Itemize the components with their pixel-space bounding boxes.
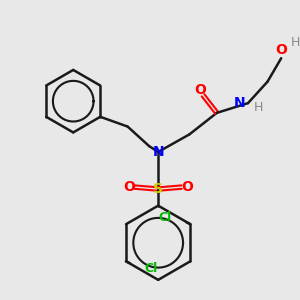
Text: O: O — [275, 44, 287, 57]
Text: H: H — [254, 100, 263, 113]
Text: O: O — [182, 180, 194, 194]
Text: O: O — [123, 180, 135, 194]
Text: S: S — [153, 182, 163, 196]
Text: O: O — [194, 83, 206, 98]
Text: N: N — [233, 96, 245, 110]
Text: Cl: Cl — [158, 211, 172, 224]
Text: Cl: Cl — [145, 262, 158, 275]
Text: H: H — [291, 36, 300, 49]
Text: N: N — [152, 145, 164, 159]
